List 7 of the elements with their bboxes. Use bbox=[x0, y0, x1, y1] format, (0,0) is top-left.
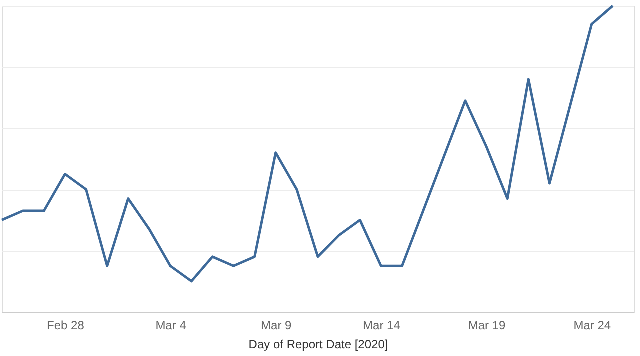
x-tick-label: Mar 9 bbox=[261, 318, 292, 332]
x-axis-title: Day of Report Date [2020] bbox=[248, 338, 388, 352]
x-tick-label: Mar 4 bbox=[156, 318, 187, 332]
x-tick-label: Feb 28 bbox=[47, 318, 85, 332]
x-tick-label: Mar 24 bbox=[574, 318, 612, 332]
x-tick-label: Mar 19 bbox=[468, 318, 506, 332]
x-tick-label: Mar 14 bbox=[363, 318, 401, 332]
